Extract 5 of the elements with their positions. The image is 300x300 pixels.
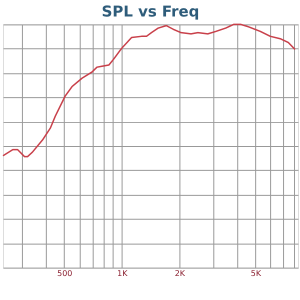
x-tick-label: 2K — [174, 269, 186, 278]
chart-title: SPL vs Freq — [102, 2, 200, 21]
x-tick-label: 1K — [117, 269, 128, 278]
x-tick-label: 5K — [250, 269, 262, 278]
x-tick-label: 500 — [57, 269, 72, 278]
